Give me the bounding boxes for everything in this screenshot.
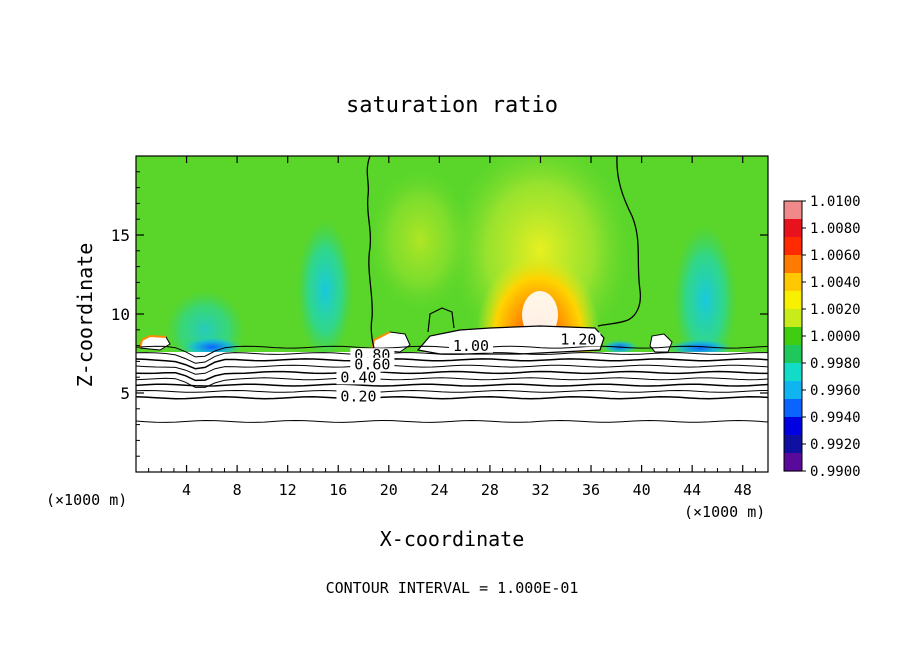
colorbar: 1.0100 1.0080 1.0060 1.0040 1.0020 1.0000 0.99…: [783, 194, 861, 480]
contour-line: [135, 383, 769, 387]
colorbar-swatch: [784, 453, 802, 472]
colorbar-swatch: [784, 291, 802, 310]
contour-1-00-left: [366, 156, 375, 349]
colorbar-label: 0.9920: [810, 437, 861, 453]
x-tick-label: 24: [430, 481, 448, 499]
field-feature-yellow-left: [370, 170, 470, 310]
colorbar-swatch: [784, 399, 802, 418]
x-unit-right: (×1000 m): [684, 503, 765, 521]
contour-label-bg: [350, 357, 395, 372]
contour-label-bg: [448, 338, 493, 353]
contour-label-bg: [336, 370, 381, 385]
y-tick-label: 5: [120, 384, 130, 403]
x-axis-label: X-coordinate: [380, 527, 525, 551]
contour-label: 1.00: [453, 337, 489, 355]
y-axis-label: Z-coordinate: [73, 243, 97, 388]
contour-line: [135, 352, 768, 364]
contour-line: [135, 389, 769, 393]
contour-interval-note: CONTOUR INTERVAL = 1.000E-01: [326, 579, 579, 597]
plot-area: [136, 156, 768, 472]
colorbar-label: 1.0040: [810, 275, 861, 291]
y-tick-label: 10: [111, 305, 130, 324]
x-tick-label: 4: [182, 481, 191, 499]
contour-label: 0.20: [340, 387, 376, 405]
x-tick-label: 20: [380, 481, 398, 499]
colorbar-swatch: [784, 417, 802, 436]
colorbar-label: 1.0060: [810, 248, 861, 264]
colorbar-swatch: [784, 363, 802, 382]
x-tick-label: 12: [279, 481, 297, 499]
contour-line: [135, 377, 769, 388]
colorbar-swatch: [784, 435, 802, 454]
cloud-patch-left-edge: [139, 334, 167, 349]
x-tick-label: 32: [531, 481, 549, 499]
colorbar-label: 1.0000: [810, 329, 861, 345]
contour-line: [135, 419, 769, 423]
x-tick-label: 28: [481, 481, 499, 499]
colorbar-swatch: [784, 201, 802, 220]
lower-region: [136, 352, 768, 472]
contour-1-00-right: [597, 156, 642, 327]
colorbar-label: 0.9980: [810, 356, 861, 372]
contour-label-bg: [336, 389, 381, 404]
colorbar-swatch: [784, 219, 802, 238]
contour-label: 0.60: [354, 356, 390, 374]
contour-line: [135, 364, 769, 375]
x-tick-label: 16: [329, 481, 347, 499]
x-tick-label: 48: [734, 481, 752, 499]
cloud-patch-mid-edge: [371, 331, 391, 351]
colorbar-swatch: [784, 273, 802, 292]
x-tick-label: 36: [582, 481, 600, 499]
contour-label: 1.20: [560, 330, 596, 348]
colorbar-swatch: [784, 255, 802, 274]
colorbar-swatch: [784, 309, 802, 328]
colorbar-label: 0.9940: [810, 410, 861, 426]
colorbar-swatch: [784, 345, 802, 364]
chart-title: saturation ratio: [346, 93, 558, 118]
contour-line: [135, 396, 769, 400]
x-unit-left: (×1000 m): [46, 491, 127, 509]
x-tick-label: 44: [683, 481, 701, 499]
contour-label-bg: [556, 332, 601, 347]
colorbar-swatch: [784, 237, 802, 256]
contour-line: [135, 358, 769, 370]
colorbar-label: 0.9900: [810, 464, 861, 480]
contour-label: 0.40: [340, 368, 376, 386]
colorbar-label: 1.0100: [810, 194, 861, 210]
contour-1-00-bump: [427, 307, 455, 333]
colorbar-swatch: [784, 327, 802, 346]
y-axis: 5 10 15: [111, 171, 768, 457]
x-tick-label: 40: [633, 481, 651, 499]
x-tick-label: 8: [233, 481, 242, 499]
colorbar-label: 1.0080: [810, 221, 861, 237]
y-tick-label: 15: [111, 226, 130, 245]
x-axis: 4 8 12 16 20 24 28 32 36 40 44 48: [148, 156, 756, 499]
contour-line: [135, 370, 769, 382]
contour-labels: 0.800.600.400.201.00 1.20: [336, 330, 601, 405]
field-feature-cyan-left: [297, 220, 353, 360]
field-feature-cyan-right: [673, 225, 737, 375]
colorbar-label: 1.0020: [810, 302, 861, 318]
colorbar-swatch: [784, 381, 802, 400]
colorbar-label: 0.9960: [810, 383, 861, 399]
